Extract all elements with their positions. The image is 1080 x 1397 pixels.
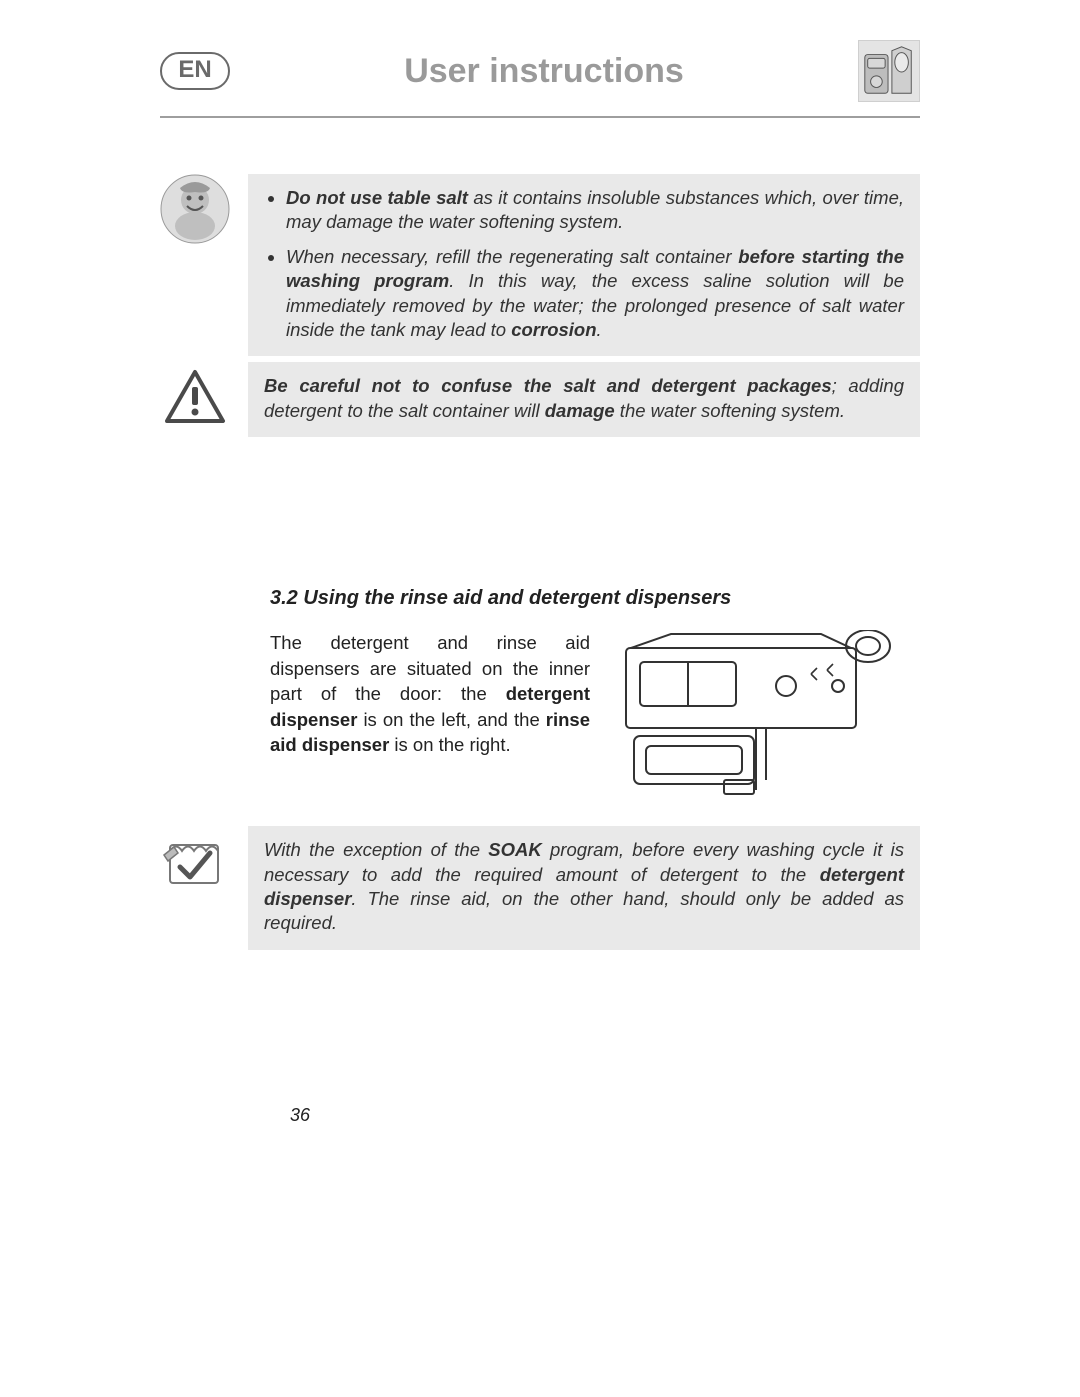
callout-salt-advice: Do not use table salt as it contains ins… (160, 174, 920, 356)
text: . (597, 319, 602, 340)
warning-triangle-icon (160, 362, 230, 432)
text: With the exception of the (264, 839, 488, 860)
text: is on the left, and the (357, 709, 545, 730)
dispenser-diagram (616, 630, 896, 800)
callout-box: Be careful not to confuse the salt and d… (248, 362, 920, 437)
page-header: EN User instructions (160, 40, 920, 118)
text: . The rinse aid, on the other hand, shou… (264, 888, 904, 933)
advisor-cartoon-icon (160, 174, 230, 244)
dishwasher-icon (858, 40, 920, 102)
section-heading: 3.2 Using the rinse aid and detergent di… (270, 587, 920, 610)
callout-warning-salt-detergent: Be careful not to confuse the salt and d… (160, 362, 920, 437)
text: the water softening system. (615, 400, 845, 421)
bold-text: corrosion (511, 319, 596, 340)
text: When necessary, refill the regenerating … (286, 246, 738, 267)
text: is on the right. (389, 734, 510, 755)
bold-text: Be careful not to confuse the salt and d… (264, 375, 832, 396)
callout-box: With the exception of the SOAK program, … (248, 826, 920, 950)
callout-bullet: When necessary, refill the regenerating … (286, 245, 904, 343)
bold-text: Do not use table salt (286, 187, 468, 208)
page-title: User instructions (230, 52, 858, 91)
language-badge: EN (160, 52, 230, 90)
section-paragraph: The detergent and rinse aid dispensers a… (270, 630, 590, 758)
bold-text: SOAK (488, 839, 541, 860)
callout-bullet: Do not use table salt as it contains ins… (286, 186, 904, 235)
callout-box: Do not use table salt as it contains ins… (248, 174, 920, 356)
bold-text: damage (545, 400, 615, 421)
callout-note-soak: With the exception of the SOAK program, … (160, 826, 920, 950)
section-body-row: The detergent and rinse aid dispensers a… (270, 630, 920, 800)
page-number: 36 (290, 1105, 310, 1126)
notepad-check-icon (160, 826, 230, 896)
